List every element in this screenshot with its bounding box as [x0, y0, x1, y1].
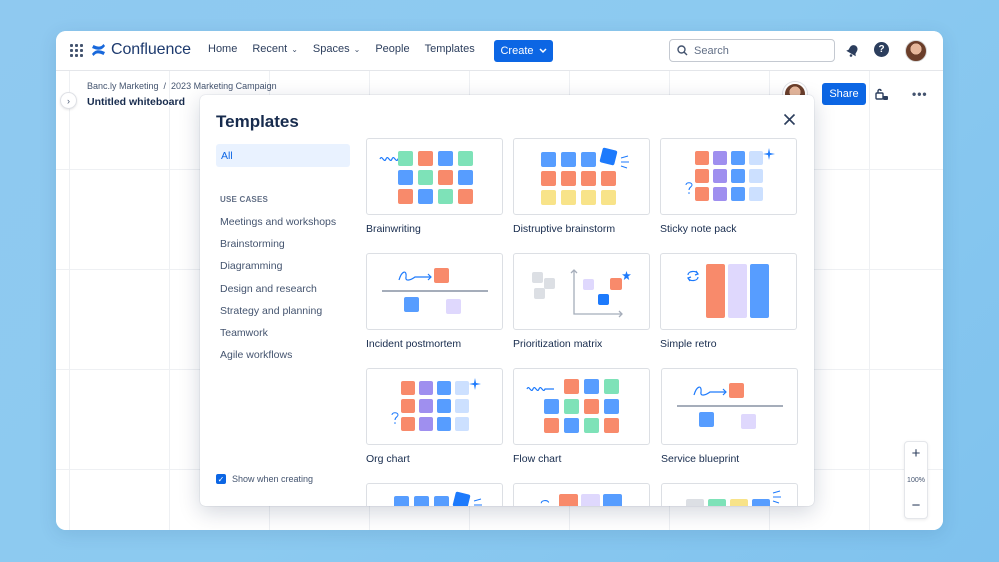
show-when-creating-label: Show when creating — [232, 474, 314, 484]
zoom-level: 100% — [907, 476, 925, 484]
nav-recent[interactable]: Recent ⌄ — [252, 43, 298, 55]
chevron-down-icon: ⌄ — [353, 44, 361, 54]
template-label: Prioritization matrix — [513, 338, 603, 350]
top-navigation: Confluence Home Recent ⌄ Spaces ⌄ People T… — [56, 31, 943, 71]
template-card-service-blueprint[interactable] — [661, 368, 798, 445]
category-all[interactable]: All — [216, 144, 350, 167]
use-cases-list: Meetings and workshops Brainstorming Dia… — [220, 216, 336, 371]
question-mark-icon — [391, 412, 399, 424]
create-button[interactable]: Create — [494, 40, 553, 62]
logo-text: Confluence — [111, 41, 191, 58]
close-icon[interactable] — [783, 111, 796, 129]
template-card-brainwriting[interactable] — [366, 138, 503, 215]
template-label: Sticky note pack — [660, 223, 737, 235]
confluence-logo[interactable]: Confluence — [91, 41, 191, 59]
search-placeholder: Search — [694, 44, 729, 57]
close-x-glyph — [783, 113, 796, 126]
timeline-scribble-icon — [398, 271, 432, 281]
template-card-partial[interactable] — [366, 483, 503, 506]
user-avatar[interactable] — [905, 40, 927, 62]
template-card-sticky-note-pack[interactable] — [660, 138, 797, 215]
show-when-creating-option[interactable]: ✓ Show when creating — [216, 474, 313, 484]
template-label: Incident postmortem — [366, 338, 462, 350]
flow-scribble-icon — [526, 386, 554, 392]
brainwriting-scribble-icon — [379, 156, 407, 162]
nav-people[interactable]: People — [375, 43, 409, 55]
help-icon[interactable]: ? — [874, 42, 889, 57]
share-label: Share — [829, 88, 859, 100]
checkbox-checked-icon[interactable]: ✓ — [216, 474, 226, 484]
app-switcher-icon[interactable] — [70, 44, 83, 57]
nav-people-label: People — [375, 43, 410, 55]
star-icon — [622, 271, 631, 280]
category-item[interactable]: Brainstorming — [220, 238, 285, 251]
modal-title: Templates — [216, 112, 299, 131]
category-item[interactable]: Meetings and workshops — [220, 216, 337, 228]
breadcrumb-page[interactable]: 2023 Marketing Campaign — [171, 81, 277, 91]
template-label: Brainwriting — [366, 223, 421, 235]
template-card-flow-chart[interactable] — [513, 368, 650, 445]
zoom-controls: + 100% − — [904, 441, 928, 519]
sparkle-icon — [763, 148, 775, 160]
template-label: Flow chart — [513, 453, 562, 465]
category-item[interactable]: Strategy and planning — [220, 304, 323, 317]
template-label: Org chart — [366, 453, 410, 465]
use-cases-heading: USE CASES — [220, 195, 269, 204]
timeline-scribble-icon — [693, 386, 727, 396]
template-label: Distruptive brainstorm — [513, 223, 616, 235]
sparkle-icon — [469, 378, 481, 390]
category-item[interactable]: Teamwork — [220, 326, 268, 339]
timeline-line — [382, 290, 488, 292]
nav-spaces-label: Spaces — [312, 43, 350, 55]
notifications-icon[interactable] — [846, 43, 860, 57]
nav-templates-label: Templates — [424, 43, 475, 55]
zoom-out-button[interactable]: − — [911, 497, 921, 514]
nav-spaces[interactable]: Spaces ⌄ — [313, 43, 360, 55]
chevron-right-icon: › — [67, 95, 70, 106]
axes-icon — [570, 269, 623, 318]
breadcrumb-separator: / — [163, 81, 167, 91]
refresh-icon — [540, 500, 550, 504]
restrictions-icon[interactable] — [875, 88, 889, 101]
spark-lines-icon — [772, 490, 781, 504]
zoom-in-button[interactable]: + — [911, 445, 921, 462]
template-card-prioritization-matrix[interactable] — [513, 253, 650, 330]
category-item[interactable]: Design and research — [220, 282, 317, 295]
refresh-icon — [687, 270, 699, 282]
spark-lines-icon — [473, 498, 482, 506]
confluence-window: Confluence Home Recent ⌄ Spaces ⌄ People T… — [56, 31, 943, 530]
category-item[interactable]: Agile workflows — [220, 349, 293, 362]
share-button[interactable]: Share — [822, 83, 866, 105]
create-button-label: Create — [500, 45, 534, 57]
template-label: Simple retro — [660, 338, 717, 350]
more-actions-icon[interactable]: ••• — [912, 87, 928, 101]
page-title[interactable]: Untitled whiteboard — [87, 96, 185, 108]
template-card-incident-postmortem[interactable] — [366, 253, 503, 330]
nav-home-label: Home — [208, 43, 238, 55]
timeline-line — [677, 405, 783, 407]
chevron-down-icon — [538, 48, 547, 54]
category-item[interactable]: Diagramming — [220, 260, 283, 273]
template-card-partial[interactable] — [661, 483, 798, 506]
nav-recent-label: Recent — [252, 43, 288, 55]
template-gallery: Brainwriting Distruptive brainstorm — [366, 138, 814, 506]
expand-sidebar-button[interactable]: › — [60, 92, 77, 109]
template-card-org-chart[interactable] — [366, 368, 503, 445]
breadcrumb-space[interactable]: Banc.ly Marketing — [87, 81, 159, 91]
template-label: Service blueprint — [661, 453, 740, 465]
spark-lines-icon — [620, 155, 629, 169]
chevron-down-icon: ⌄ — [291, 44, 298, 54]
template-card-partial[interactable] — [513, 483, 650, 506]
templates-modal: Templates All USE CASES Meetings and wor… — [200, 95, 814, 506]
nav-home[interactable]: Home — [208, 43, 237, 55]
breadcrumb: Banc.ly Marketing / 2023 Marketing Campa… — [87, 81, 277, 91]
confluence-logo-icon — [92, 44, 105, 56]
question-mark-icon — [685, 182, 693, 194]
nav-items: Home Recent ⌄ Spaces ⌄ People Templates — [208, 43, 490, 55]
search-input[interactable]: Search — [669, 39, 835, 62]
template-card-distruptive-brainstorm[interactable] — [513, 138, 650, 215]
template-card-simple-retro[interactable] — [660, 253, 797, 330]
nav-templates[interactable]: Templates — [425, 43, 475, 55]
search-icon — [677, 45, 688, 56]
